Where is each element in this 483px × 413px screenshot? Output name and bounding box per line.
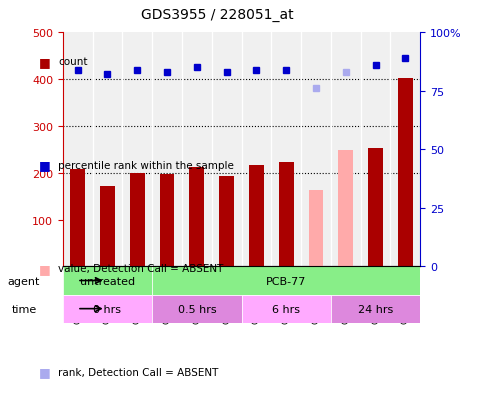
Bar	[100, 186, 115, 267]
FancyBboxPatch shape	[242, 295, 331, 323]
FancyBboxPatch shape	[331, 295, 420, 323]
Text: ■: ■	[39, 262, 50, 275]
Text: GDS3955 / 228051_at: GDS3955 / 228051_at	[141, 8, 294, 22]
Bar	[368, 149, 383, 267]
FancyBboxPatch shape	[63, 267, 152, 295]
Y-axis label: time: time	[11, 304, 37, 314]
Bar	[398, 78, 413, 267]
Text: count: count	[58, 57, 87, 67]
Text: ■: ■	[39, 365, 50, 378]
Text: rank, Detection Call = ABSENT: rank, Detection Call = ABSENT	[58, 367, 218, 377]
Bar	[159, 175, 174, 267]
Y-axis label: agent: agent	[8, 276, 40, 286]
Text: 24 hrs: 24 hrs	[358, 304, 393, 314]
Text: value, Detection Call = ABSENT: value, Detection Call = ABSENT	[58, 263, 223, 273]
Bar	[70, 170, 85, 267]
Text: ■: ■	[39, 159, 50, 172]
Bar	[189, 168, 204, 267]
FancyBboxPatch shape	[152, 295, 242, 323]
Text: ■: ■	[39, 55, 50, 69]
Bar	[219, 177, 234, 267]
Text: 6 hrs: 6 hrs	[272, 304, 300, 314]
FancyBboxPatch shape	[152, 267, 420, 295]
Bar	[279, 163, 294, 267]
Text: 0.5 hrs: 0.5 hrs	[178, 304, 216, 314]
FancyBboxPatch shape	[63, 295, 152, 323]
Bar	[249, 165, 264, 267]
Text: untreated: untreated	[80, 276, 135, 286]
Bar	[309, 191, 324, 267]
Text: PCB-77: PCB-77	[266, 276, 306, 286]
Bar	[130, 173, 145, 267]
Text: percentile rank within the sample: percentile rank within the sample	[58, 160, 234, 170]
Text: 0 hrs: 0 hrs	[94, 304, 121, 314]
Bar	[338, 150, 353, 267]
